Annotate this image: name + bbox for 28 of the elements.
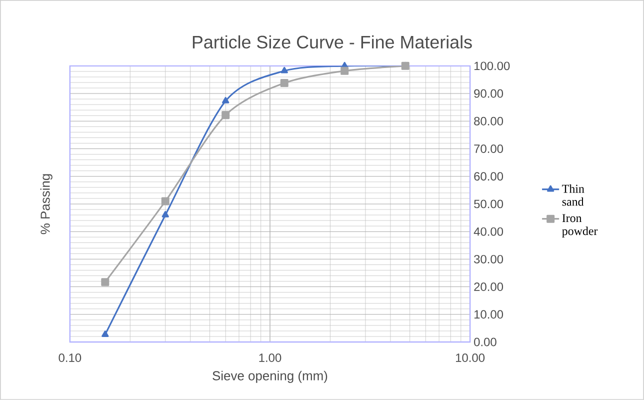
- x-tick-label: 0.10: [58, 354, 82, 362]
- y-tick-label: 90.00: [474, 89, 504, 98]
- y-axis-title: % Passing: [40, 174, 52, 234]
- chart-title: Particle Size Curve - Fine Materials: [192, 35, 472, 49]
- y-tick-label: 10.00: [474, 310, 504, 319]
- x-tick-label: 1.00: [259, 354, 282, 362]
- point: [101, 278, 110, 286]
- y-tick-label: 80.00: [474, 116, 504, 126]
- point: [280, 79, 288, 88]
- y-tick-label: 20.00: [474, 282, 504, 292]
- point: [340, 66, 349, 75]
- x-tick-label: 10.00: [456, 354, 485, 362]
- point: [162, 211, 169, 218]
- point: [280, 66, 288, 74]
- legend-label: Thin sand: [562, 184, 584, 206]
- y-tick-label: 100.00: [474, 62, 510, 70]
- point: [222, 97, 230, 104]
- y-tick-label: 60.00: [474, 172, 504, 181]
- legend-label: Iron powder: [562, 214, 598, 238]
- y-tick-label: 40.00: [474, 227, 504, 236]
- y-tick-label: 0.00: [474, 338, 496, 346]
- point: [161, 197, 170, 206]
- y-tick-label: 70.00: [474, 144, 504, 153]
- point: [102, 330, 109, 337]
- y-tick-label: 50.00: [474, 200, 504, 208]
- x-axis-title: Sieve opening (mm): [212, 370, 328, 383]
- point: [222, 111, 230, 120]
- y-tick-label: 30.00: [474, 254, 504, 264]
